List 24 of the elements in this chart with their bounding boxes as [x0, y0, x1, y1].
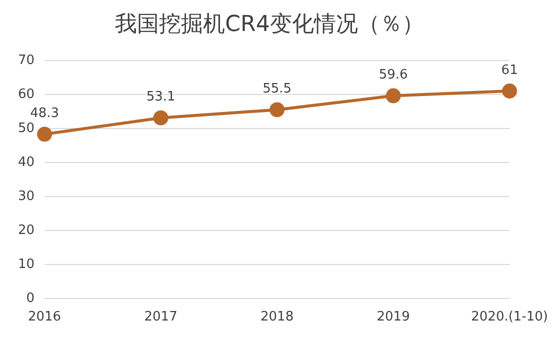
point — [153, 110, 168, 126]
y-tick-label: 30 — [18, 188, 35, 204]
y-tick-label: 10 — [18, 256, 35, 272]
x-tick-label: 2018 — [260, 310, 294, 325]
data-label: 59.6 — [378, 68, 408, 83]
x-tick-label: 2020.(1-10) — [471, 310, 548, 325]
x-tick-label: 2016 — [28, 310, 62, 325]
y-tick-label: 40 — [18, 154, 35, 170]
point — [502, 84, 518, 98]
point — [270, 102, 285, 118]
y-tick-label: 0 — [26, 290, 35, 306]
point — [37, 126, 52, 142]
data-label: 53.1 — [146, 90, 176, 105]
y-tick-label: 70 — [18, 52, 35, 68]
y-tick-label: 20 — [18, 222, 35, 238]
x-tick-label: 2019 — [376, 310, 410, 325]
data-label: 55.5 — [262, 82, 292, 97]
point — [386, 88, 401, 104]
data-label: 61 — [501, 62, 518, 78]
y-tick-label: 60 — [18, 86, 35, 102]
data-label: 48.3 — [30, 106, 60, 122]
x-tick-label: 2017 — [144, 310, 178, 325]
chart-title: 我国挖掘机CR4变化情况（％） — [115, 12, 424, 37]
y-tick-label: 50 — [18, 120, 35, 136]
